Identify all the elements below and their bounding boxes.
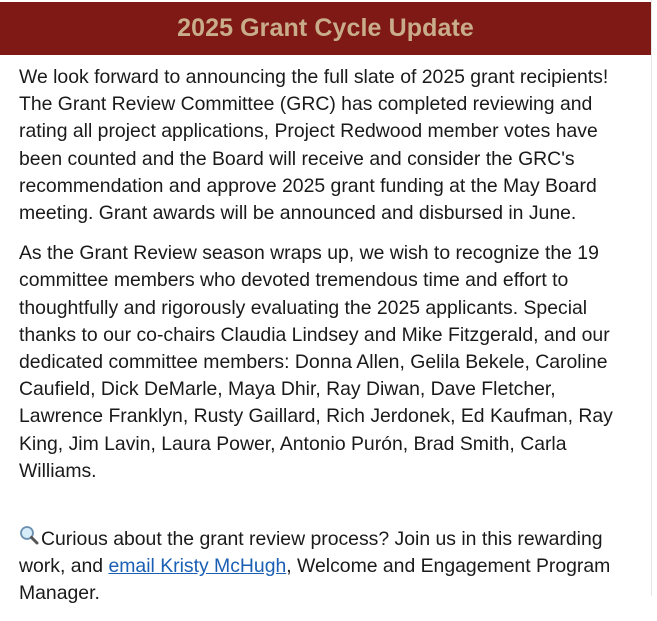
section-body: We look forward to announcing the full s… (19, 64, 644, 621)
cta-paragraph: Curious about the grant review process? … (19, 525, 644, 608)
section-title: 2025 Grant Cycle Update (177, 14, 474, 42)
email-kristy-link[interactable]: email Kristy McHugh (108, 555, 287, 578)
recognition-paragraph: As the Grant Review season wraps up, we … (19, 242, 613, 482)
section-header: 2025 Grant Cycle Update (0, 2, 651, 55)
newsletter-section: 2025 Grant Cycle Update We look forward … (0, 0, 652, 604)
magnifying-glass-icon (19, 525, 41, 553)
announcement-paragraph: We look forward to announcing the full s… (19, 66, 609, 225)
cta-text-before: Curious about the grant review process? … (19, 528, 603, 578)
